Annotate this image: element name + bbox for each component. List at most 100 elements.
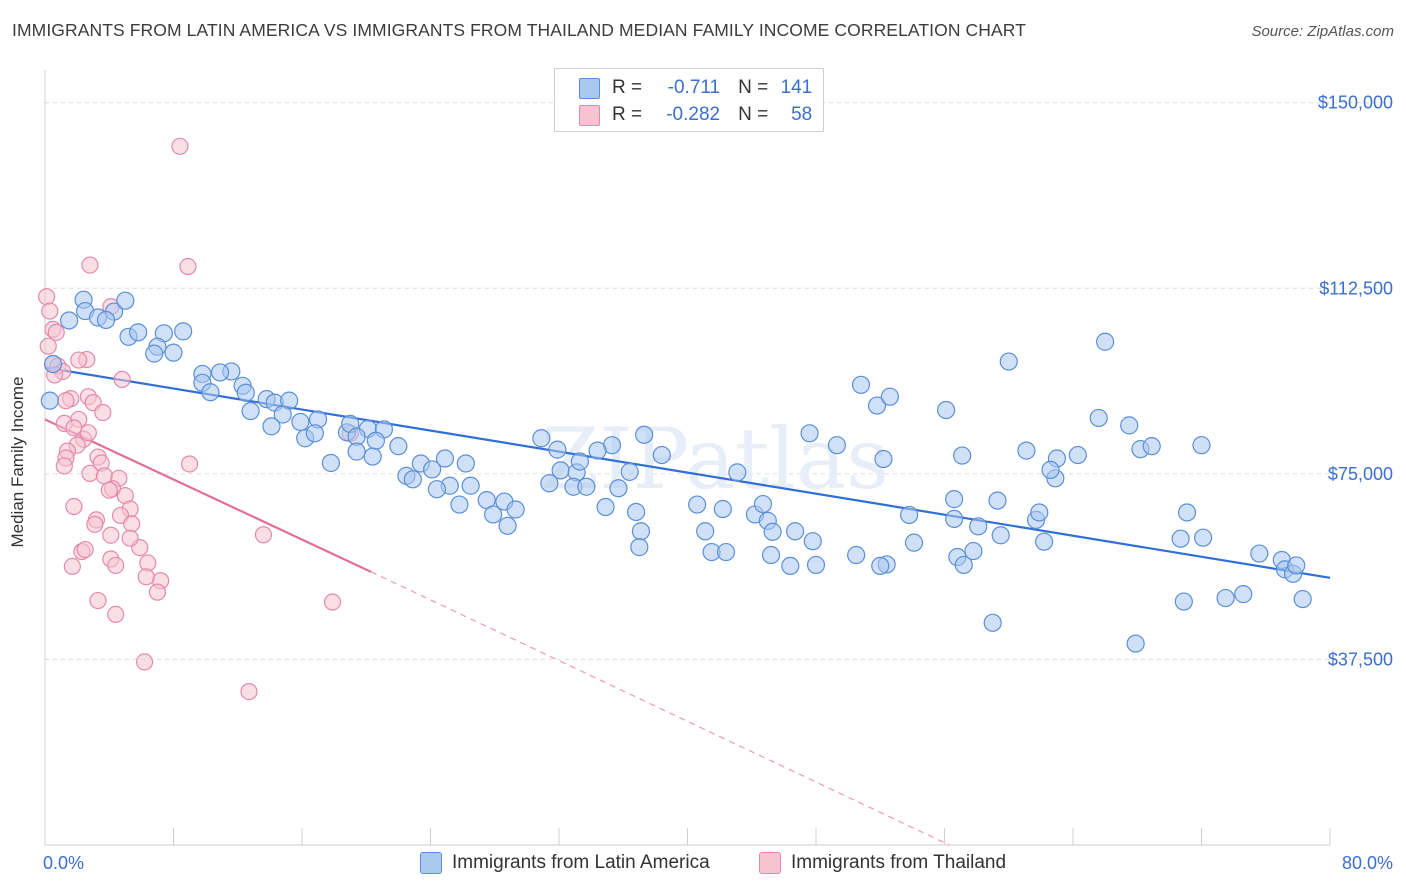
latin-point — [273, 405, 292, 424]
latin-swatch — [420, 852, 442, 874]
thailand-points — [38, 137, 359, 701]
thai-point — [107, 605, 125, 624]
x-tick-label-max: 80.0% — [1341, 853, 1393, 873]
thai-point — [179, 257, 197, 276]
y-tick-label: $37,500 — [1328, 649, 1393, 669]
latin-point — [1174, 592, 1193, 611]
source-label: Source: ZipAtlas.com — [1251, 23, 1394, 40]
thai-point — [65, 497, 83, 516]
latin-point — [945, 490, 964, 509]
latin-point — [880, 387, 899, 406]
latin-point — [988, 491, 1007, 510]
latin-point — [609, 479, 628, 498]
thai-point — [81, 464, 99, 482]
series-name-latin: Immigrants from Latin America — [452, 852, 710, 873]
thai-point — [79, 424, 97, 442]
thai-point — [171, 137, 189, 155]
latin-point — [847, 545, 866, 565]
n-label: N = — [738, 104, 769, 125]
latin-r-value: -0.711 — [667, 77, 721, 98]
thai-point — [240, 682, 258, 701]
thai-point — [57, 392, 75, 410]
latin-point — [40, 391, 59, 410]
axes — [44, 70, 1331, 846]
latin-point — [116, 291, 135, 310]
latin-point — [456, 454, 475, 473]
thai-point — [323, 593, 342, 611]
thai-point — [107, 556, 125, 575]
latin-point — [291, 412, 310, 432]
latin-point — [570, 452, 589, 471]
n-label: N = — [738, 77, 769, 98]
latin-point — [389, 437, 408, 456]
latin-point — [953, 446, 972, 465]
latin-point — [851, 375, 871, 394]
latin-point — [1089, 408, 1108, 428]
latin-point — [1250, 544, 1269, 563]
y-tick-label: $112,500 — [1319, 278, 1393, 298]
latin-point — [532, 429, 551, 448]
latin-point — [201, 383, 220, 402]
latin-point — [652, 445, 671, 465]
latin-point — [630, 538, 649, 557]
latin-point — [1126, 634, 1145, 653]
thai-point — [102, 526, 120, 544]
latin-point — [631, 522, 651, 541]
latin-point — [1234, 585, 1253, 604]
thai-point — [89, 591, 107, 610]
latin-point — [999, 352, 1018, 371]
latin-point — [716, 542, 736, 562]
legend-row-latin: R = -0.711 N = 141 — [579, 75, 812, 101]
thai-point — [121, 529, 139, 547]
thai-point — [41, 302, 59, 320]
latin-point — [937, 400, 956, 420]
latin-n-value: 141 — [780, 77, 813, 98]
thai-point — [76, 540, 94, 559]
latin-point — [363, 447, 382, 466]
chart-title: IMMIGRANTS FROM LATIN AMERICA VS IMMIGRA… — [12, 20, 1027, 40]
latin-point — [806, 555, 826, 575]
latin-point — [164, 343, 183, 362]
thai-swatch — [579, 104, 600, 126]
thai-trend-extension — [370, 571, 950, 846]
thai-point — [86, 515, 104, 533]
thai-swatch — [759, 852, 781, 874]
latin-point — [827, 436, 846, 455]
latin-point — [991, 526, 1010, 545]
latin-point — [800, 424, 819, 443]
watermark: ZIPatlas — [541, 410, 889, 508]
latin-point — [713, 499, 732, 519]
series-legend-latin[interactable]: Immigrants from Latin America — [420, 852, 710, 874]
latin-point — [262, 417, 281, 436]
correlation-legend: R = -0.711 N = 141 R = -0.282 N = 58 — [554, 68, 824, 132]
latin-point — [867, 396, 887, 415]
latin-point — [1216, 588, 1235, 608]
thai-point — [123, 515, 141, 533]
latin-point — [1192, 436, 1211, 455]
latin-point — [620, 462, 639, 481]
latin-point — [635, 425, 654, 444]
latin-point — [1142, 437, 1161, 456]
latin-point — [969, 517, 988, 536]
thai-point — [137, 568, 155, 586]
series-legend-thai[interactable]: Immigrants from Thailand — [759, 852, 1006, 874]
x-tick-label-min: 0.0% — [43, 853, 85, 873]
latin-point — [688, 495, 707, 514]
thai-point — [100, 481, 118, 499]
latin-point — [427, 480, 447, 499]
latin-point — [1293, 589, 1312, 609]
latin-point — [964, 541, 983, 561]
thai-point — [70, 351, 88, 369]
latin-point — [728, 463, 747, 482]
latin-point — [763, 522, 782, 541]
y-tick-label: $150,000 — [1318, 93, 1393, 113]
latin-point — [1120, 416, 1139, 435]
r-label: R = — [612, 104, 643, 125]
thai-point — [135, 653, 154, 671]
y-tick-labels: $150,000 $112,500 $75,000 $37,500 — [1318, 93, 1393, 670]
latin-point — [1096, 332, 1115, 351]
latin-point — [96, 310, 116, 330]
latin-point — [423, 460, 442, 479]
latin-swatch — [579, 77, 600, 99]
thai-n-value: 58 — [791, 104, 813, 125]
